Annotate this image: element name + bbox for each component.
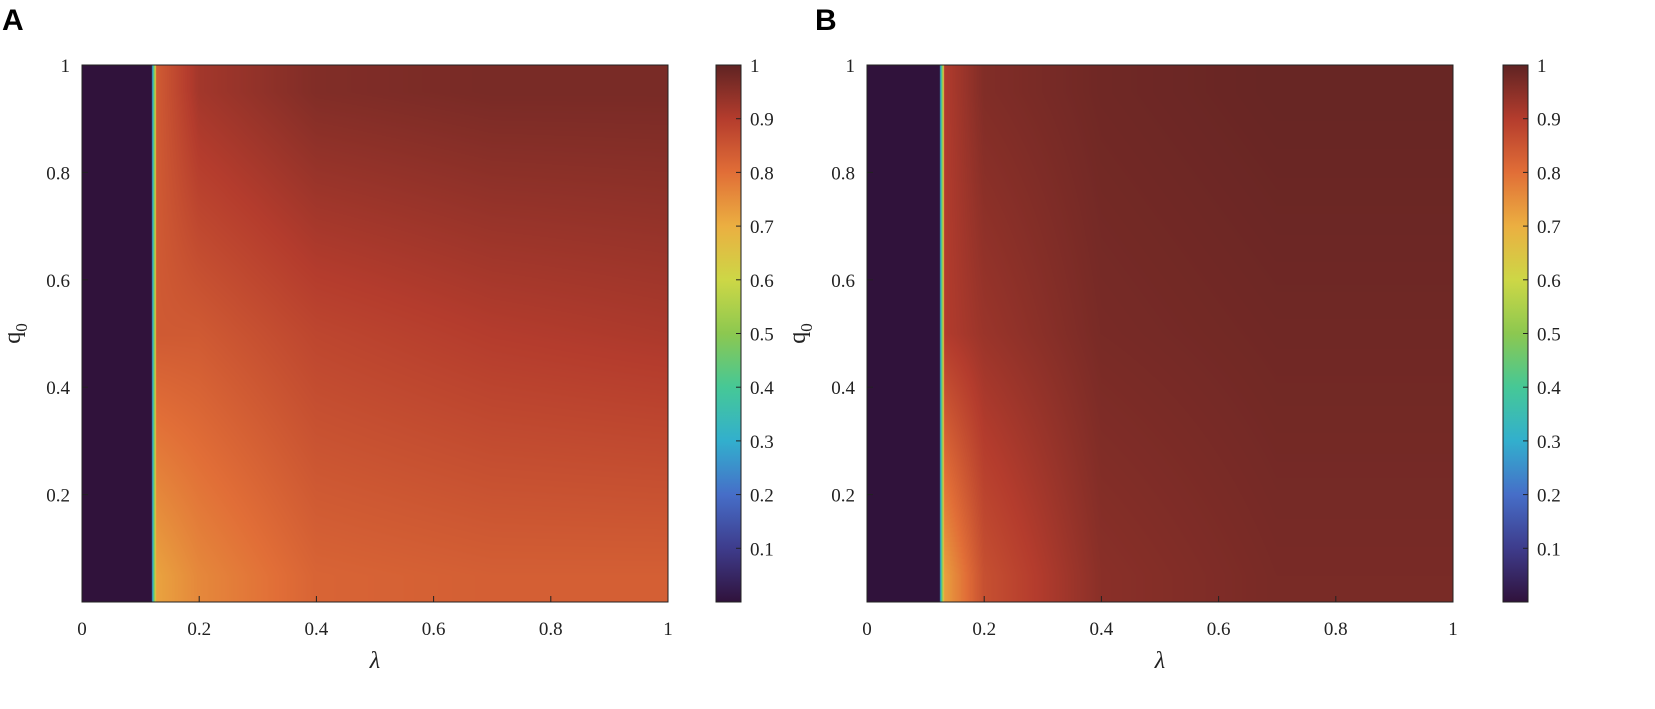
x-tick-label: 1: [663, 619, 673, 640]
x-axis-label: λ: [369, 648, 380, 674]
y-axis-label: q0: [0, 323, 31, 344]
panel-letter: A: [2, 4, 24, 37]
colorbar-tick-label: 0.9: [1537, 110, 1561, 131]
y-tick-label: 0.6: [831, 271, 855, 292]
heatmap-image: [867, 65, 1453, 602]
colorbar-tick-label: 0.6: [750, 271, 774, 292]
colorbar-tick-label: 0.1: [1537, 539, 1561, 560]
x-tick-label: 0: [77, 619, 87, 640]
colorbar-tick-label: 1: [750, 56, 760, 77]
y-tick-label: 0.8: [831, 163, 855, 184]
colorbar-tick-label: 0.1: [750, 539, 774, 560]
colorbar-tick-label: 0.2: [750, 486, 774, 507]
x-tick-label: 0.6: [422, 619, 446, 640]
colorbar-tick-label: 0.7: [1537, 217, 1561, 238]
heatmap-image: [82, 65, 668, 602]
x-tick-label: 0.2: [187, 619, 211, 640]
x-tick-label: 0.4: [1090, 619, 1114, 640]
x-tick-label: 0.4: [305, 619, 329, 640]
colorbar-tick-label: 0.9: [750, 110, 774, 131]
x-tick-label: 0.8: [539, 619, 563, 640]
colorbar-tick-label: 0.7: [750, 217, 774, 238]
colorbar-tick-label: 0.5: [750, 325, 774, 346]
panel-a: A 0 0.2 0.4 0.6 0.8 1 0.2 0.4 0.6 0.8 1 λ q0 0.1 0.2 0.3…: [0, 4, 774, 674]
panel-letter: B: [815, 4, 837, 37]
x-tick-label: 0: [862, 619, 872, 640]
y-tick-label: 0.2: [831, 486, 855, 507]
y-tick-label: 1: [846, 56, 856, 77]
y-tick-label: 0.8: [46, 163, 70, 184]
y-tick-label: 0.2: [46, 486, 70, 507]
y-tick-label: 0.4: [46, 378, 70, 399]
x-tick-label: 0.2: [972, 619, 996, 640]
x-tick-label: 0.6: [1207, 619, 1231, 640]
plot-frame: [81, 64, 669, 603]
y-tick-label: 0.4: [831, 378, 855, 399]
x-tick-label: 1: [1448, 619, 1458, 640]
colorbar-tick-label: 0.2: [1537, 486, 1561, 507]
colorbar-tick-label: 0.8: [750, 163, 774, 184]
y-axis-label: q0: [785, 323, 816, 344]
y-tick-label: 0.6: [46, 271, 70, 292]
plot-frame: [866, 64, 1454, 603]
colorbar-tick-label: 0.5: [1537, 325, 1561, 346]
y-tick-label: 1: [61, 56, 71, 77]
colorbar-tick-label: 0.4: [750, 378, 774, 399]
x-tick-label: 0.8: [1324, 619, 1348, 640]
colorbar-tick-label: 0.6: [1537, 271, 1561, 292]
colorbar-tick-label: 1: [1537, 56, 1547, 77]
colorbar-tick-label: 0.8: [1537, 163, 1561, 184]
colorbar-tick-label: 0.3: [750, 432, 774, 453]
x-axis-label: λ: [1154, 648, 1165, 674]
panel-b: B 0 0.2 0.4 0.6 0.8 1 0.2 0.4 0.6 0.8 1 λ q0 0.1 0.2 0.3…: [785, 4, 1561, 674]
colorbar-tick-label: 0.3: [1537, 432, 1561, 453]
colorbar-tick-label: 0.4: [1537, 378, 1561, 399]
